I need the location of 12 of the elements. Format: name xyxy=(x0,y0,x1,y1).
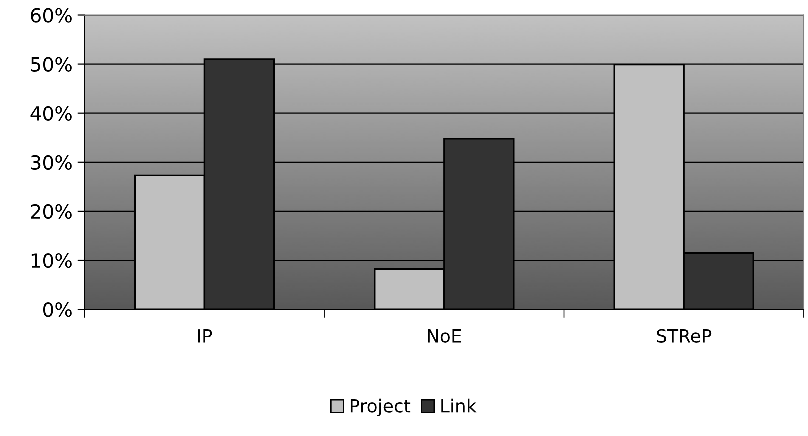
y-tick-label: 60% xyxy=(31,8,72,23)
y-tick-label: 0% xyxy=(43,302,72,318)
x-tick-label: NoE xyxy=(428,330,462,343)
x-tick-label: IP xyxy=(198,330,212,343)
y-tick-label: 50% xyxy=(31,57,72,72)
y-tick-label: 20% xyxy=(31,204,72,220)
y-tick-label: 30% xyxy=(31,155,72,170)
x-tick-label: STReP xyxy=(657,329,712,343)
y-tick-label: 40% xyxy=(30,106,72,122)
legend-label: Project xyxy=(350,398,411,416)
legend-label: Link xyxy=(442,398,477,413)
y-tick-label: 10% xyxy=(32,253,72,268)
